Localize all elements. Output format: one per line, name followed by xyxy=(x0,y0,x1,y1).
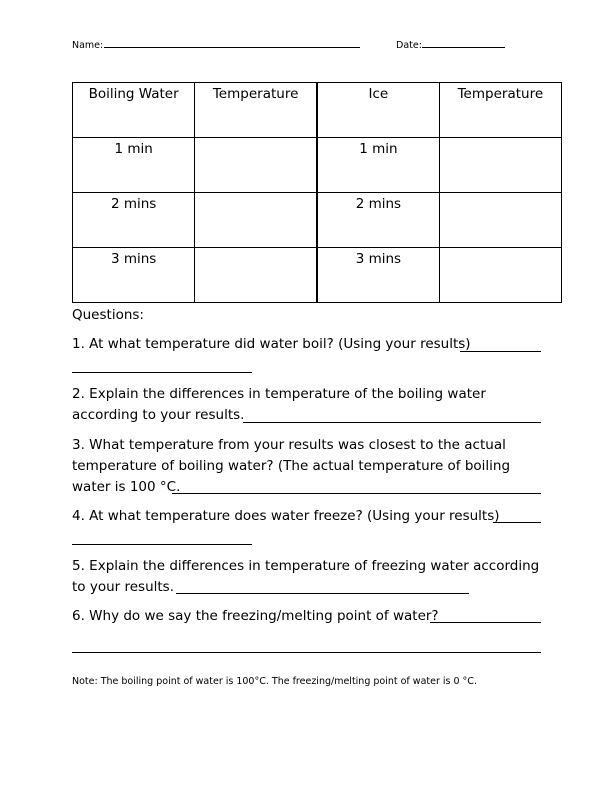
table-cell: 1 min xyxy=(71,137,196,193)
question-3-cont: water is 100 °C. xyxy=(72,479,181,495)
answer-cell[interactable] xyxy=(194,247,319,303)
answer-line[interactable] xyxy=(493,522,541,523)
question-1: 1. At what temperature did water boil? (… xyxy=(72,336,471,352)
answer-line[interactable] xyxy=(243,422,541,423)
answer-cell[interactable] xyxy=(438,247,563,303)
header-cell: Ice xyxy=(316,82,440,138)
table-cell: 3 mins xyxy=(316,247,440,303)
header-cell: Boiling Water xyxy=(71,82,196,138)
answer-line[interactable] xyxy=(72,544,252,545)
answer-line[interactable] xyxy=(72,652,541,653)
table-cell: 2 mins xyxy=(316,192,440,248)
question-3-cont: temperature of boiling water? (The actua… xyxy=(72,458,511,474)
answer-cell[interactable] xyxy=(194,137,319,193)
table-row: 2 mins 2 mins xyxy=(71,192,563,248)
question-2: 2. Explain the differences in temperatur… xyxy=(72,386,486,402)
results-table: Boiling Water Temperature Ice Temperatur… xyxy=(71,82,563,303)
question-4: 4. At what temperature does water freeze… xyxy=(72,508,500,524)
questions-heading: Questions: xyxy=(72,307,144,323)
name-field[interactable] xyxy=(104,47,360,48)
table-cell: 1 min xyxy=(316,137,440,193)
note: Note: The boiling point of water is 100°… xyxy=(72,676,477,687)
question-6: 6. Why do we say the freezing/melting po… xyxy=(72,608,439,624)
table-header-row: Boiling Water Temperature Ice Temperatur… xyxy=(71,82,563,138)
answer-line[interactable] xyxy=(430,622,541,623)
answer-line[interactable] xyxy=(172,493,541,494)
answer-cell[interactable] xyxy=(438,137,563,193)
header-cell: Temperature xyxy=(438,82,563,138)
answer-cell[interactable] xyxy=(194,192,319,248)
date-label: Date: xyxy=(396,40,422,51)
question-2-cont: according to your results. xyxy=(72,407,245,423)
header-cell: Temperature xyxy=(194,82,319,138)
question-5-cont: to your results. xyxy=(72,579,175,595)
table-cell: 2 mins xyxy=(71,192,196,248)
table-row: 3 mins 3 mins xyxy=(71,247,563,303)
table-row: 1 min 1 min xyxy=(71,137,563,193)
answer-line[interactable] xyxy=(72,372,252,373)
answer-line[interactable] xyxy=(460,351,541,352)
question-3: 3. What temperature from your results wa… xyxy=(72,437,506,453)
question-5: 5. Explain the differences in temperatur… xyxy=(72,558,540,574)
table-cell: 3 mins xyxy=(71,247,196,303)
answer-cell[interactable] xyxy=(438,192,563,248)
name-label: Name: xyxy=(72,40,104,51)
date-field[interactable] xyxy=(422,47,505,48)
answer-line[interactable] xyxy=(176,593,469,594)
